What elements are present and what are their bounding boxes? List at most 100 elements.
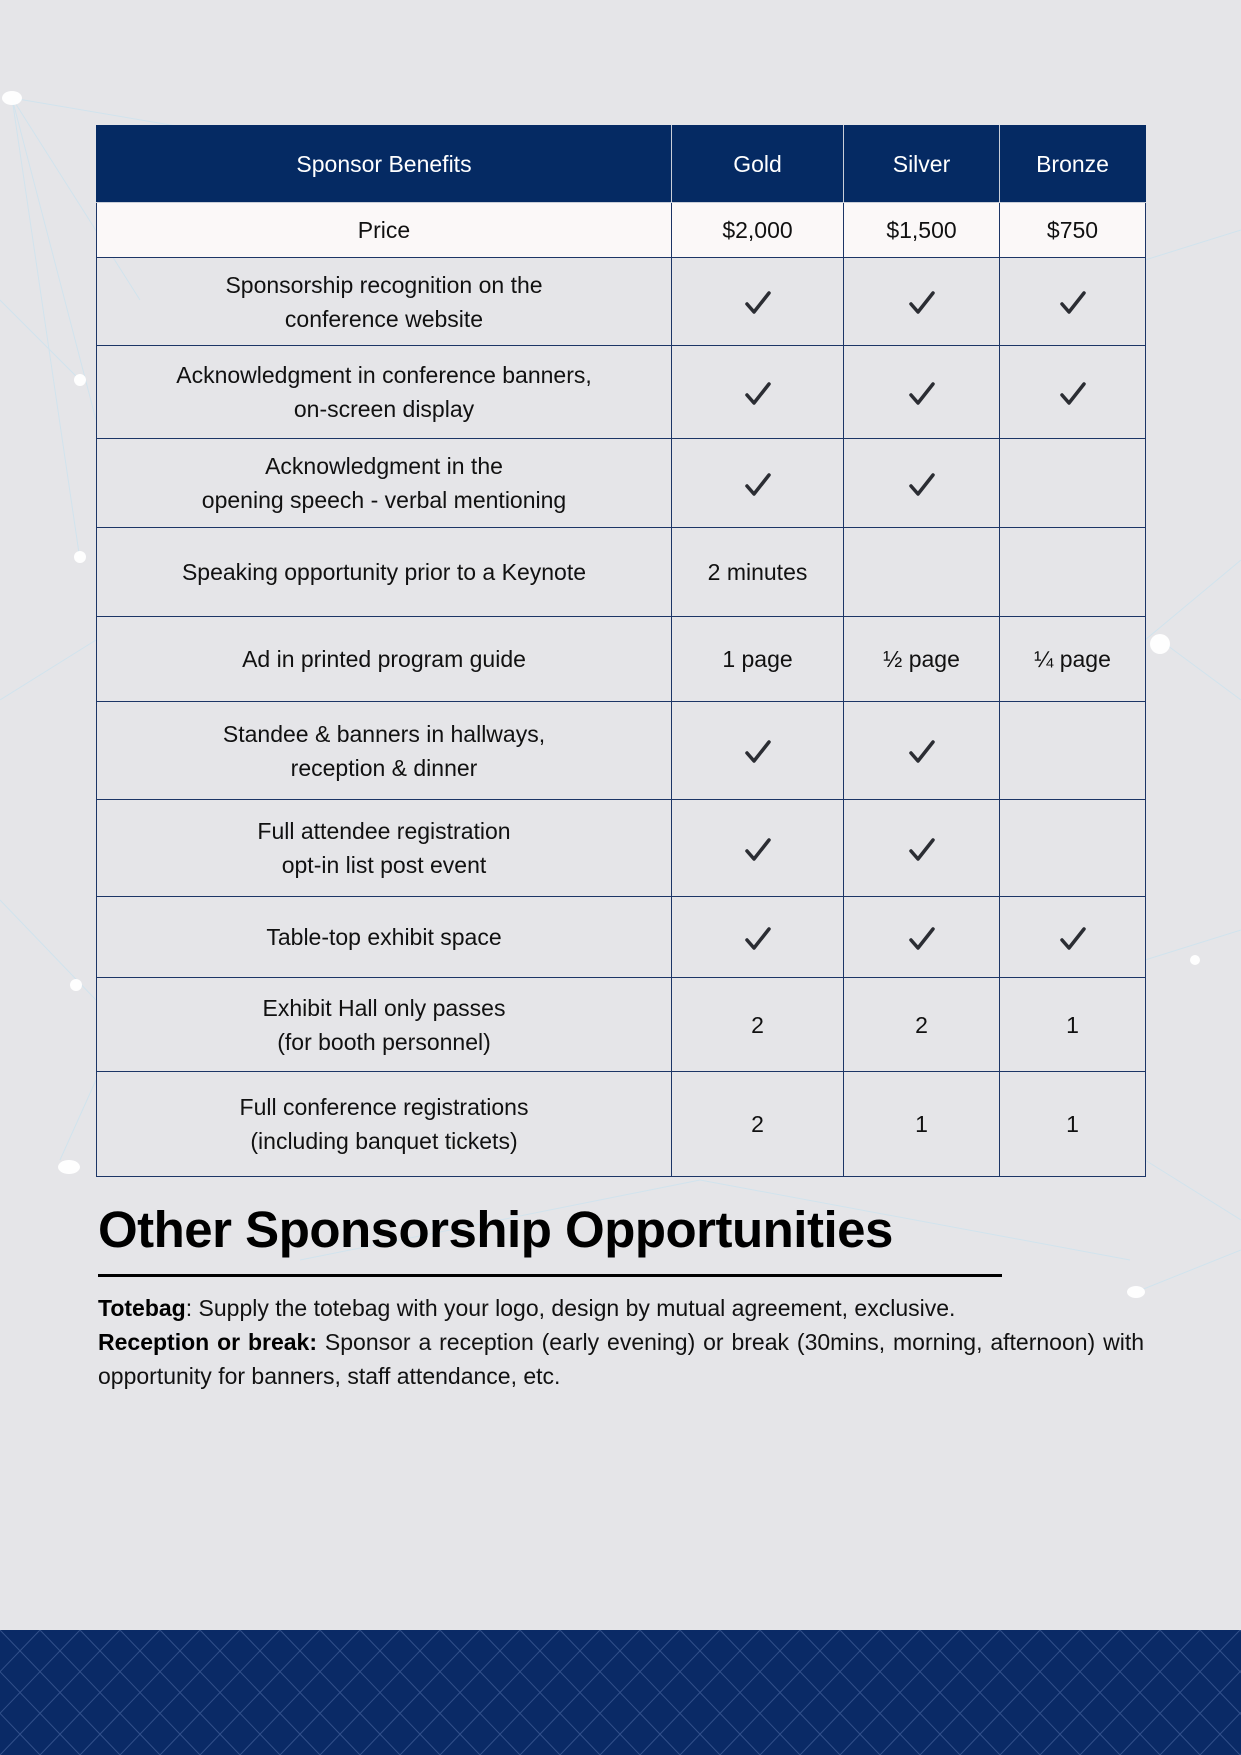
table-row: Standee & banners in hallways, reception … <box>96 701 1146 800</box>
table-row: Ad in printed program guide 1 page ½ page ¼… <box>96 616 1146 702</box>
sponsor-benefits-table: Sponsor Benefits Gold Silver Bronze Pric… <box>96 125 1146 1177</box>
tier-cell-gold: 2 <box>671 977 844 1072</box>
tier-cell-silver <box>843 527 1000 617</box>
benefit-cell: Acknowledgment in the opening speech - ve… <box>96 438 672 528</box>
table-row: Exhibit Hall only passes (for booth perso… <box>96 977 1146 1072</box>
benefit-text-line: Acknowledgment in the <box>265 453 503 479</box>
benefit-cell: Ad in printed program guide <box>96 616 672 702</box>
other-sponsorship-section: Other Sponsorship Opportunities Totebag:… <box>98 1198 1144 1393</box>
table-row: Speaking opportunity prior to a Keynote 2… <box>96 527 1146 617</box>
tier-cell-bronze <box>999 345 1146 439</box>
benefit-text-line: (including banquet tickets) <box>250 1128 518 1154</box>
tier-cell-bronze: 1 <box>999 1071 1146 1177</box>
tier-cell-bronze <box>999 799 1146 897</box>
checkmark-icon <box>1059 291 1086 315</box>
benefit-text-line: (for booth personnel) <box>277 1028 491 1055</box>
benefit-cell: Table-top exhibit space <box>96 896 672 978</box>
price-label: Price <box>96 202 672 258</box>
price-bronze: $750 <box>999 202 1146 258</box>
tier-cell-bronze: 1 <box>999 977 1146 1072</box>
tier-cell-bronze <box>999 257 1146 346</box>
benefit-text-line: reception & dinner <box>290 754 478 781</box>
tier-cell-silver <box>843 701 1000 800</box>
tier-cell-gold <box>671 799 844 897</box>
benefit-text-line: Table-top exhibit space <box>266 924 502 950</box>
reception-label: Reception or break: <box>98 1329 317 1355</box>
header-silver: Silver <box>843 125 1000 203</box>
tier-cell-gold <box>671 345 844 439</box>
benefit-text-line: Sponsorship recognition on the <box>225 271 543 298</box>
tier-cell-gold: 2 minutes <box>671 527 844 617</box>
benefit-text-line: Full attendee registration <box>257 818 511 844</box>
benefit-cell: Acknowledgment in conference banners, on-… <box>96 345 672 439</box>
tier-cell-bronze: ¼ page <box>999 616 1146 702</box>
table-row: Sponsorship recognition on the conference… <box>96 257 1146 346</box>
checkmark-icon <box>744 291 771 315</box>
checkmark-icon <box>744 382 771 405</box>
tier-cell-bronze <box>999 527 1146 617</box>
benefit-text-line: opt-in list post event <box>281 852 487 878</box>
price-gold: $2,000 <box>671 202 844 258</box>
tier-cell-gold <box>671 896 844 978</box>
benefit-text-line: Acknowledgment in conference banners, <box>176 362 592 388</box>
checkmark-icon <box>744 473 771 496</box>
tier-cell-gold <box>671 257 844 346</box>
tier-cell-silver: 2 <box>843 977 1000 1072</box>
benefit-cell: Full conference registrations (including … <box>96 1071 672 1177</box>
benefit-cell: Standee & banners in hallways, reception … <box>96 701 672 800</box>
tier-cell-silver: ½ page <box>843 616 1000 702</box>
opportunities-paragraph: Totebag: Supply the totebag with your lo… <box>98 1291 1144 1393</box>
table-row: Acknowledgment in the opening speech - ve… <box>96 438 1146 528</box>
tier-cell-bronze <box>999 701 1146 800</box>
checkmark-icon <box>908 927 935 950</box>
benefit-text-line: Exhibit Hall only passes <box>262 994 506 1021</box>
tier-cell-silver <box>843 257 1000 346</box>
table-row: Full attendee registration opt-in list po… <box>96 799 1146 897</box>
checkmark-icon <box>1059 382 1086 405</box>
header-gold: Gold <box>671 125 844 203</box>
section-heading: Other Sponsorship Opportunities <box>98 1201 893 1258</box>
heading-underline <box>98 1274 1002 1277</box>
price-row: Price $2,000 $1,500 $750 <box>96 202 1146 258</box>
benefit-text-line: conference website <box>284 305 484 332</box>
checkmark-icon <box>908 838 935 861</box>
tier-cell-silver <box>843 438 1000 528</box>
header-sponsor-benefits: Sponsor Benefits <box>96 125 672 203</box>
tier-cell-silver: 1 <box>843 1071 1000 1177</box>
footer-grid-graphic <box>0 1630 1241 1755</box>
benefit-text-line: Ad in printed program guide <box>242 646 526 672</box>
totebag-label: Totebag <box>98 1295 186 1321</box>
tier-cell-bronze <box>999 438 1146 528</box>
checkmark-icon <box>908 473 935 496</box>
tier-cell-gold <box>671 701 844 800</box>
table-row: Table-top exhibit space <box>96 896 1146 978</box>
benefit-text-line: Speaking opportunity prior to a Keynote <box>181 559 587 585</box>
table-row: Acknowledgment in conference banners, on-… <box>96 345 1146 439</box>
sponsor-benefits-table-container: Sponsor Benefits Gold Silver Bronze Pric… <box>96 125 1146 1177</box>
checkmark-icon <box>1059 927 1086 950</box>
checkmark-icon <box>908 291 935 315</box>
tier-cell-silver <box>843 799 1000 897</box>
table-row: Full conference registrations (including … <box>96 1071 1146 1177</box>
network-background-graphic <box>0 91 1241 1298</box>
reception-description: Sponsor a reception (early evening) or b… <box>98 1329 1145 1389</box>
tier-cell-bronze <box>999 896 1146 978</box>
tier-cell-gold: 2 <box>671 1071 844 1177</box>
benefit-cell: Speaking opportunity prior to a Keynote <box>96 527 672 617</box>
benefit-text-line: opening speech - verbal mentioning <box>201 487 567 513</box>
benefit-cell: Exhibit Hall only passes (for booth perso… <box>96 977 672 1072</box>
table-header-row: Sponsor Benefits Gold Silver Bronze <box>96 125 1146 203</box>
tier-cell-gold: 1 page <box>671 616 844 702</box>
benefit-cell: Sponsorship recognition on the conference… <box>96 257 672 346</box>
checkmark-icon <box>744 740 771 764</box>
price-silver: $1,500 <box>843 202 1000 258</box>
totebag-description: : Supply the totebag with your logo, des… <box>185 1295 956 1321</box>
tier-cell-gold <box>671 438 844 528</box>
benefit-text-line: on-screen display <box>293 396 475 422</box>
footer-network-band <box>0 1630 1241 1755</box>
checkmark-icon <box>908 740 935 764</box>
checkmark-icon <box>744 927 771 950</box>
benefit-text-line: Standee & banners in hallways, <box>222 720 546 747</box>
tier-cell-silver <box>843 345 1000 439</box>
tier-cell-silver <box>843 896 1000 978</box>
